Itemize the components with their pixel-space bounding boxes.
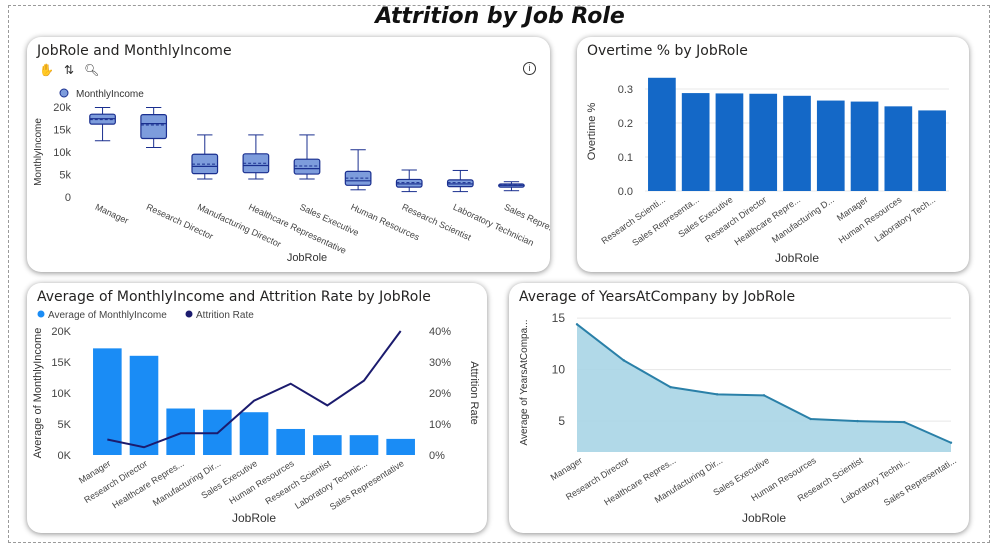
attrition-line — [107, 330, 402, 449]
income-bar — [276, 428, 305, 455]
y-tick-label: 0K — [58, 450, 72, 462]
box — [140, 114, 168, 140]
boxplot-title: JobRole and MonthlyIncome — [37, 43, 232, 59]
bar — [749, 93, 778, 191]
data-point — [762, 394, 766, 397]
page-title: Attrition by Job Role — [375, 4, 625, 29]
x-tick-label: Human Resources — [227, 458, 296, 506]
y2-tick-label: 30% — [429, 357, 451, 369]
bar — [816, 100, 845, 191]
years-card: Average of YearsAtCompany by JobRole 5 10… — [509, 283, 969, 533]
data-point — [575, 323, 579, 326]
visual-toolbar: ✋ ⇅ 🔍︎ — [39, 63, 99, 77]
income-attrition-chart: Average of MonthlyIncome Attrition Rate 0K… — [32, 310, 480, 525]
income-attrition-title: Average of MonthlyIncome and Attrition R… — [37, 289, 431, 305]
y2-tick-label: 40% — [429, 326, 451, 338]
bar — [783, 95, 811, 191]
data-point — [903, 420, 906, 424]
data-point — [856, 419, 859, 423]
x-axis-label: JobRole — [742, 511, 786, 525]
income-attrition-card: Average of MonthlyIncome and Attrition R… — [27, 283, 487, 533]
bar — [918, 110, 946, 191]
y-tick-label: 10k — [53, 147, 71, 159]
boxplot-chart: MonthlyIncome 0 5k 10k 15k 20k MonthlyIncome Ma… — [33, 88, 550, 264]
y-axis-label: Average of YearsAtCompa... — [519, 319, 530, 445]
info-icon[interactable]: i — [523, 62, 536, 75]
y-tick-label: 15K — [51, 357, 71, 369]
y-tick-label: 5 — [558, 414, 565, 428]
bar — [681, 93, 710, 191]
data-point — [809, 417, 812, 421]
zoom-icon[interactable]: 🔍︎ — [84, 63, 100, 77]
box — [395, 178, 423, 188]
legend-marker — [59, 88, 69, 98]
income-bar — [239, 412, 269, 455]
x-tick-label: Healthcare Representative — [247, 202, 348, 256]
y2-tick-label: 10% — [429, 419, 451, 431]
y-axis-label: Overtime % — [586, 103, 598, 161]
years-title: Average of YearsAtCompany by JobRole — [519, 289, 796, 305]
y-tick-label: 0.1 — [618, 152, 633, 164]
data-point — [949, 441, 953, 444]
legend-marker-attrition — [185, 310, 193, 318]
legend-marker-income — [37, 310, 45, 318]
bar — [850, 101, 879, 191]
x-axis-label: JobRole — [232, 511, 276, 525]
bar — [715, 93, 744, 191]
x-tick-label: Manager — [94, 202, 130, 226]
legend-label-income: Average of MonthlyIncome — [48, 310, 167, 321]
y-tick-label: 10 — [552, 363, 566, 377]
dashboard-frame — [8, 5, 990, 543]
overtime-title: Overtime % by JobRole — [587, 43, 748, 59]
y-tick-label: 0.0 — [618, 186, 633, 198]
data-point — [669, 385, 672, 389]
y-tick-label: 15k — [53, 125, 71, 137]
y-tick-label: 10K — [51, 388, 71, 400]
y2-tick-label: 20% — [429, 388, 451, 400]
legend-label-attrition: Attrition Rate — [196, 310, 254, 321]
x-axis-label: JobRole — [775, 251, 819, 265]
box — [446, 179, 474, 188]
x-tick-label: Laboratory Tech... — [873, 194, 938, 243]
x-tick-label: Manager — [549, 455, 584, 482]
y-tick-label: 15 — [552, 311, 566, 325]
bar — [648, 77, 676, 191]
y-tick-label: 20k — [53, 102, 71, 114]
x-tick-label: Manufacturing D... — [770, 194, 836, 244]
y2-axis-label: Attrition Rate — [468, 361, 480, 425]
boxplot-card: JobRole and MonthlyIncome ✋ ⇅ 🔍︎ i Month… — [27, 37, 550, 272]
y-tick-label: 5K — [58, 419, 72, 431]
y2-tick-label: 0% — [429, 450, 445, 462]
data-point — [622, 359, 625, 362]
legend-label: MonthlyIncome — [76, 89, 144, 100]
income-bar — [129, 355, 159, 455]
hand-icon[interactable]: ✋ — [39, 63, 54, 77]
income-bar — [386, 438, 415, 455]
overtime-card: Overtime % by JobRole 0.0 0.1 0.2 0.3 Overti… — [577, 37, 969, 272]
box — [293, 158, 321, 175]
y-axis-label: Average of MonthlyIncome — [32, 328, 44, 459]
sort-icon[interactable]: ⇅ — [63, 63, 75, 77]
data-point — [716, 393, 719, 396]
y-tick-label: 0.2 — [618, 118, 633, 130]
y-tick-label: 0 — [65, 192, 71, 204]
area-fill — [577, 324, 951, 452]
y-axis-label: MonthlyIncome — [33, 118, 44, 186]
y-tick-label: 20K — [51, 326, 71, 338]
y-tick-label: 5k — [59, 170, 71, 182]
y-tick-label: 0.3 — [618, 84, 633, 96]
income-bar — [93, 348, 122, 455]
x-axis-label: JobRole — [287, 252, 327, 264]
income-bar — [349, 435, 379, 455]
x-tick-label: Manufacturing Dir... — [151, 458, 222, 508]
x-tick-label: Manufacturing Director — [196, 202, 283, 250]
bar — [884, 106, 913, 191]
income-bar — [313, 435, 342, 455]
income-bar — [166, 408, 195, 455]
